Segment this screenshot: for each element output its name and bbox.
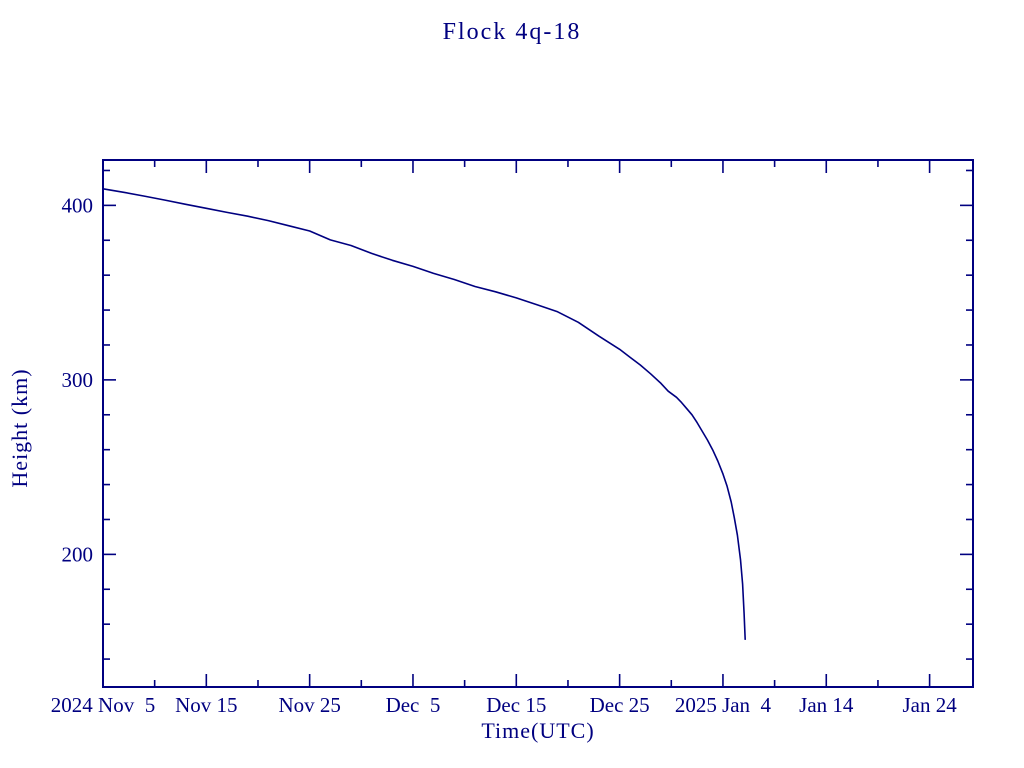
curve-layer bbox=[102, 188, 746, 640]
x-tick-label: Nov 15 bbox=[175, 693, 237, 717]
height-decay-curve bbox=[102, 188, 746, 640]
y-axis-title: Height (km) bbox=[7, 368, 32, 487]
y-tick-label: 300 bbox=[62, 368, 94, 392]
y-tick-label: 400 bbox=[62, 193, 94, 217]
x-tick-label: 2024 Nov 5 bbox=[51, 693, 155, 717]
x-tick-label: Nov 25 bbox=[278, 693, 340, 717]
x-tick-label: Dec 5 bbox=[386, 693, 441, 717]
chart-title: Flock 4q-18 bbox=[443, 19, 582, 45]
x-axis-title: Time(UTC) bbox=[481, 718, 594, 743]
x-tick-label: Dec 15 bbox=[486, 693, 546, 717]
y-tick-label: 200 bbox=[62, 542, 94, 566]
x-tick-label: Jan 24 bbox=[902, 693, 957, 717]
x-tick-label: Jan 14 bbox=[799, 693, 854, 717]
axes-layer: 2024 Nov 5 Nov 15 Nov 25 Dec 5 Dec 15 Dec 25 2… bbox=[51, 159, 974, 717]
x-tick-label: 2025 Jan 4 bbox=[675, 693, 772, 717]
plot-frame bbox=[102, 159, 974, 688]
x-tick-label: Dec 25 bbox=[590, 693, 650, 717]
